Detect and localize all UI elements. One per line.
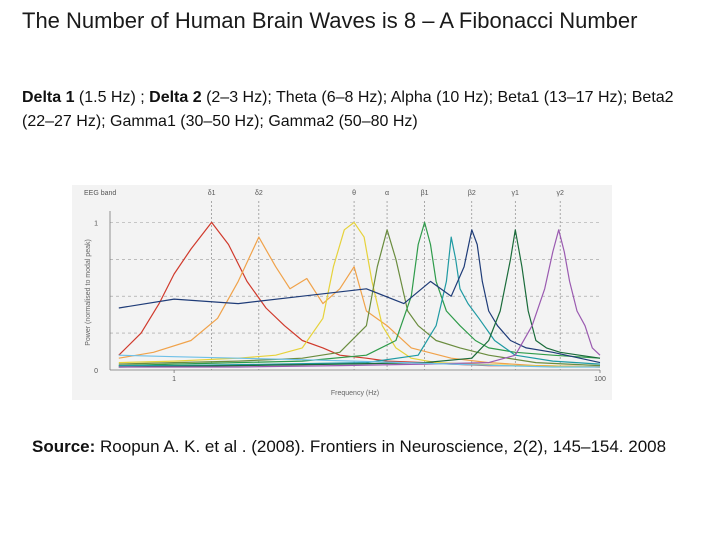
series-line-9 [118,354,600,368]
series-line-8 [118,229,601,368]
source-label: Source: [32,437,96,456]
band-marker-label-3: α [385,190,389,197]
series-line-0 [118,221,601,368]
x-tick-label-0: 1 [172,376,176,383]
band-marker-label-7: γ2 [556,190,564,197]
band-range-rest: Theta (6–8 Hz); Alpha (10 Hz); Beta1 (13… [22,89,674,130]
band-marker-label-4: β1 [421,190,429,197]
source-citation: Source: Roopun A. K. et al . (2008). Fro… [32,434,702,460]
eeg-spectrum-figure: δ1 δ2 θ α β1 β2 γ1 γ2 EEG band 0 1 1 100 Frequency (… [72,185,612,400]
series-line-1 [118,236,601,368]
band-marker-label-5: β2 [468,190,476,197]
band-marker-layer: δ1 δ2 θ α β1 β2 γ1 γ2 [208,190,564,370]
band-marker-label-0: δ1 [208,190,216,197]
series-line-4 [118,221,601,367]
series-layer [118,221,601,368]
band-range-delta1: (1.5 Hz) ; [74,89,150,106]
x-tick-label-1: 100 [594,376,606,383]
y-tick-label-0: 0 [94,368,98,375]
eeg-band-header: EEG band [84,190,116,197]
band-range-delta2: (2–3 Hz); [201,89,277,106]
band-name-delta2: Delta 2 [149,89,202,106]
x-axis-label: Frequency (Hz) [331,390,379,397]
y-tick-label-1: 1 [94,220,98,227]
series-line-7 [118,229,601,368]
slide-title: The Number of Human Brain Waves is 8 – A… [22,8,638,33]
y-axis-label: Power (normalised to modal peak) [85,239,92,346]
axis-layer: EEG band 0 1 1 100 Frequency (Hz) Power (norma… [84,190,606,397]
source-text: Roopun A. K. et al . (2008). Frontiers i… [95,437,667,456]
band-marker-label-1: δ2 [255,190,263,197]
dashed-level-layer [110,222,600,334]
series-line-5 [118,236,601,367]
series-line-2 [118,221,601,368]
band-marker-label-2: θ [352,190,356,197]
eeg-spectrum-chart: δ1 δ2 θ α β1 β2 γ1 γ2 EEG band 0 1 1 100 Frequency (… [84,190,606,397]
band-list: Delta 1 (1.5 Hz) ; Delta 2 (2–3 Hz); The… [22,86,702,134]
series-line-3 [118,229,601,367]
series-line-6 [118,229,601,364]
band-name-delta1: Delta 1 [22,89,75,106]
band-marker-label-6: γ1 [512,190,519,197]
